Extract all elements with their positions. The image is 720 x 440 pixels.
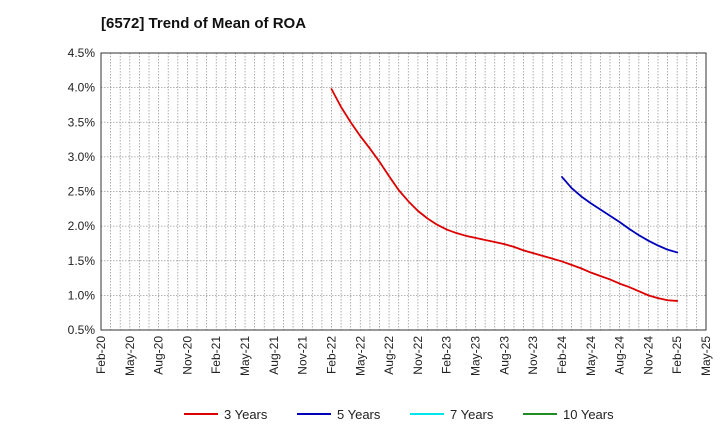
- y-tick-label: 3.0%: [68, 150, 96, 164]
- x-tick-label: Feb-20: [94, 336, 108, 374]
- x-tick-label: May-20: [123, 336, 137, 376]
- legend: 3 Years 5 Years 7 Years 10 Years: [184, 407, 614, 422]
- plot-area: [100, 52, 707, 331]
- series: [330, 88, 679, 302]
- y-tick-label: 2.0%: [68, 219, 96, 233]
- x-tick-label: May-21: [238, 336, 252, 376]
- y-tick-label: 0.5%: [68, 323, 96, 337]
- grid: [101, 52, 706, 331]
- series-line-3-years: [330, 88, 679, 302]
- x-axis: Feb-20 May-20 Aug-20 Nov-20 Feb-21 May-21 Aug-…: [94, 336, 713, 376]
- y-axis: 4.5% 4.0% 3.5% 3.0% 2.5% 2.0% 1.5% 1.0% 0.5%: [68, 46, 96, 337]
- y-tick-label: 1.0%: [68, 288, 96, 302]
- x-tick-label: May-23: [469, 336, 483, 376]
- legend-label-5-years: 5 Years: [337, 407, 381, 422]
- legend-label-7-years: 7 Years: [450, 407, 494, 422]
- x-tick-label: Aug-20: [152, 336, 166, 375]
- x-tick-label: Nov-21: [296, 336, 310, 375]
- x-tick-label: May-25: [699, 336, 713, 376]
- series-line-5-years: [561, 176, 679, 254]
- x-tick-label: Nov-24: [641, 336, 655, 375]
- x-tick-label: May-22: [353, 336, 367, 376]
- y-tick-label: 4.0%: [68, 81, 96, 95]
- x-tick-label: Nov-23: [526, 336, 540, 375]
- legend-label-3-years: 3 Years: [224, 407, 268, 422]
- x-tick-label: Feb-22: [324, 336, 338, 374]
- y-tick-label: 2.5%: [68, 185, 96, 199]
- x-tick-label: May-24: [584, 336, 598, 376]
- x-tick-label: Aug-24: [613, 336, 627, 375]
- x-tick-label: Feb-25: [670, 336, 684, 374]
- y-tick-label: 4.5%: [68, 46, 96, 60]
- x-tick-label: Feb-23: [440, 336, 454, 374]
- x-tick-label: Aug-22: [382, 336, 396, 375]
- y-tick-label: 3.5%: [68, 115, 96, 129]
- chart-title: [6572] Trend of Mean of ROA: [101, 15, 307, 32]
- x-tick-label: Nov-22: [411, 336, 425, 375]
- x-tick-label: Aug-21: [267, 336, 281, 375]
- x-tick-label: Aug-23: [497, 336, 511, 375]
- x-tick-label: Feb-21: [209, 336, 223, 374]
- x-tick-label: Nov-20: [180, 336, 194, 375]
- y-tick-label: 1.5%: [68, 254, 96, 268]
- legend-label-10-years: 10 Years: [563, 407, 614, 422]
- x-tick-label: Feb-24: [555, 336, 569, 374]
